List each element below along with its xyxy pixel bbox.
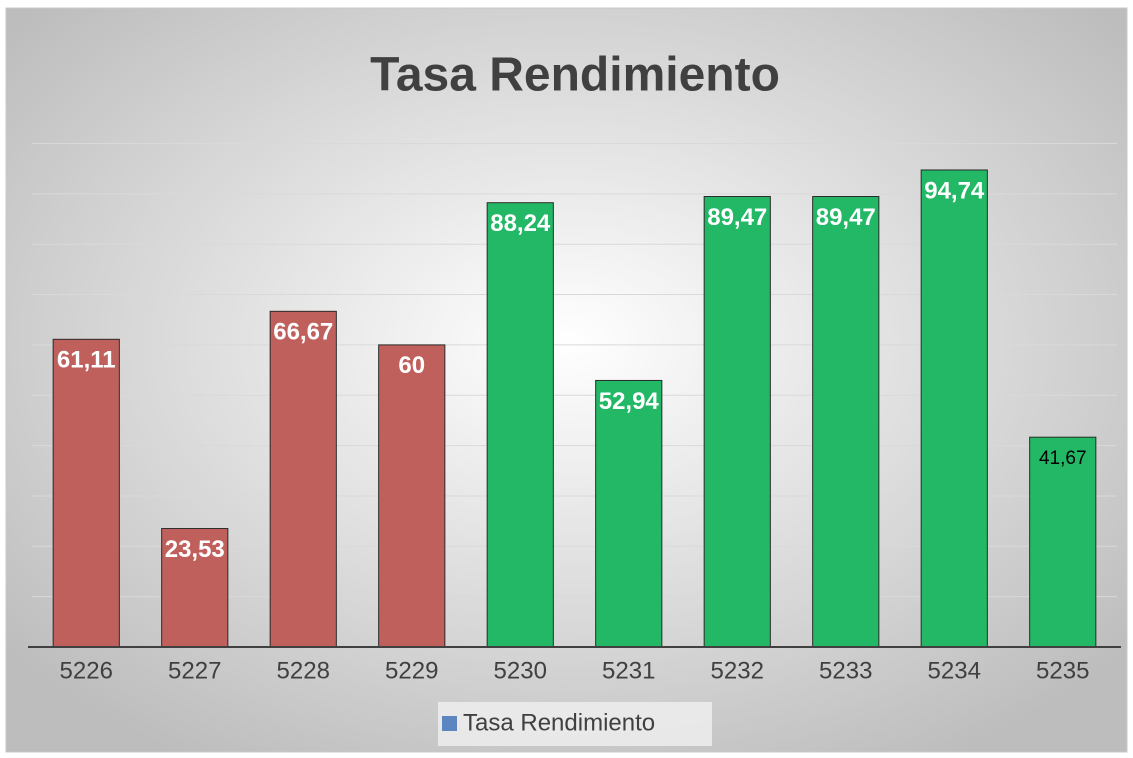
bar xyxy=(378,344,446,648)
x-tick-label: 5234 xyxy=(928,657,981,684)
data-label: 88,24 xyxy=(490,210,551,237)
bar xyxy=(1029,436,1097,648)
x-tick-label: 5235 xyxy=(1036,657,1089,684)
chart-title: Tasa Rendimiento xyxy=(370,49,780,102)
data-label: 89,47 xyxy=(707,204,767,231)
data-label: 94,74 xyxy=(924,177,985,204)
x-tick-label: 5227 xyxy=(168,657,221,684)
x-tick-label: 5226 xyxy=(60,657,113,684)
bar xyxy=(52,338,120,648)
bar xyxy=(595,379,663,648)
legend-box xyxy=(438,702,712,746)
data-label: 61,11 xyxy=(57,347,116,374)
bar xyxy=(703,196,771,648)
legend-swatch xyxy=(442,716,457,731)
data-label: 23,53 xyxy=(165,536,225,563)
data-label: 89,47 xyxy=(816,204,876,231)
x-tick-label: 5233 xyxy=(819,657,872,684)
x-tick-label: 5229 xyxy=(385,657,438,684)
bar xyxy=(486,202,554,648)
legend-label: Tasa Rendimiento xyxy=(463,709,655,736)
x-tick-label: 5228 xyxy=(277,657,330,684)
bar xyxy=(812,196,880,648)
x-tick-label: 5231 xyxy=(602,657,655,684)
bar xyxy=(161,528,229,648)
bar xyxy=(269,310,337,648)
x-tick-label: 5232 xyxy=(711,657,764,684)
data-label: 41,67 xyxy=(1039,448,1087,469)
data-label: 52,94 xyxy=(599,388,660,415)
bar xyxy=(920,169,988,648)
data-label: 60 xyxy=(398,352,425,379)
data-label: 66,67 xyxy=(273,319,333,346)
x-tick-label: 5230 xyxy=(494,657,547,684)
